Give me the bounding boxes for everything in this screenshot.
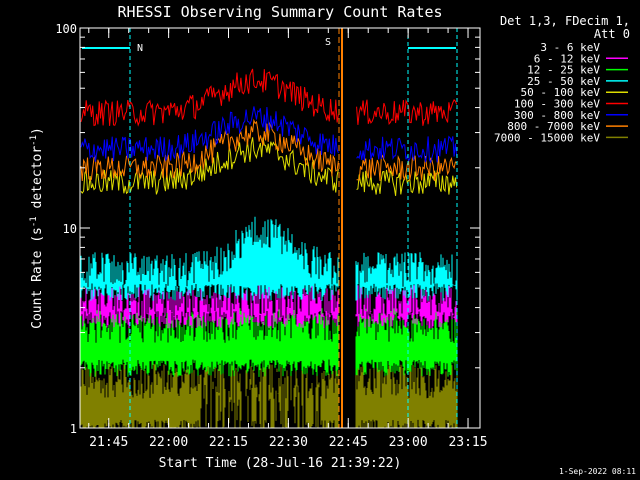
x-axis-label: Start Time (28-Jul-16 21:39:22) bbox=[159, 456, 402, 471]
x-tick-label: 23:15 bbox=[448, 435, 487, 450]
legend-entry: 3 - 6 keV bbox=[540, 41, 600, 54]
detector-header-line2: Att 0 bbox=[594, 27, 630, 41]
marker-n-label: N bbox=[137, 43, 143, 54]
legend-entry: 6 - 12 keV bbox=[534, 52, 601, 65]
detector-header-line1: Det 1,3, FDecim 1, bbox=[500, 14, 630, 28]
data-layer: NS bbox=[80, 28, 458, 428]
legend-entry: 7000 - 15000 keV bbox=[494, 131, 600, 144]
y-axis-label-main: Count Rate (s bbox=[30, 227, 45, 329]
series-line-100-300keV bbox=[80, 68, 458, 127]
y-axis-label-mid: detector bbox=[30, 146, 45, 217]
legend-entry: 50 - 100 keV bbox=[521, 86, 601, 99]
legend-entry: 25 - 50 keV bbox=[527, 75, 600, 88]
x-tick-label: 22:45 bbox=[329, 435, 368, 450]
series-line-300-800keV bbox=[80, 106, 458, 164]
legend-entry: 300 - 800 keV bbox=[514, 109, 600, 122]
x-tick-label: 22:30 bbox=[269, 435, 308, 450]
series-line-50-100keV bbox=[80, 137, 458, 196]
series-line-800-7000keV bbox=[80, 118, 457, 182]
y-tick-label: 100 bbox=[55, 22, 77, 36]
chart-title: RHESSI Observing Summary Count Rates bbox=[117, 3, 442, 21]
y-axis-label-end: ) bbox=[30, 127, 45, 135]
y-tick-label: 1 bbox=[70, 422, 77, 436]
y-axis-label: Count Rate (s-1 detector-1) bbox=[29, 127, 45, 329]
legend-entry: 12 - 25 keV bbox=[527, 64, 600, 77]
legend-entry: 100 - 300 keV bbox=[514, 98, 600, 111]
x-tick-label: 23:00 bbox=[389, 435, 428, 450]
y-axis-label-sup1: -1 bbox=[29, 216, 39, 227]
y-axis-label-sup2: -1 bbox=[29, 135, 39, 146]
axis-ticks: 1 10 100 21:45 22:00 22:15 22:30 22:45 23:00 23:1… bbox=[55, 22, 487, 450]
legend-entry: 800 - 7000 keV bbox=[507, 120, 600, 133]
footer-date: 1-Sep-2022 08:11 bbox=[559, 467, 636, 476]
x-tick-label: 22:00 bbox=[149, 435, 188, 450]
x-tick-label: 21:45 bbox=[89, 435, 128, 450]
marker-s-label: S bbox=[325, 37, 331, 48]
x-tick-label: 22:15 bbox=[209, 435, 248, 450]
y-tick-label: 10 bbox=[63, 222, 77, 236]
